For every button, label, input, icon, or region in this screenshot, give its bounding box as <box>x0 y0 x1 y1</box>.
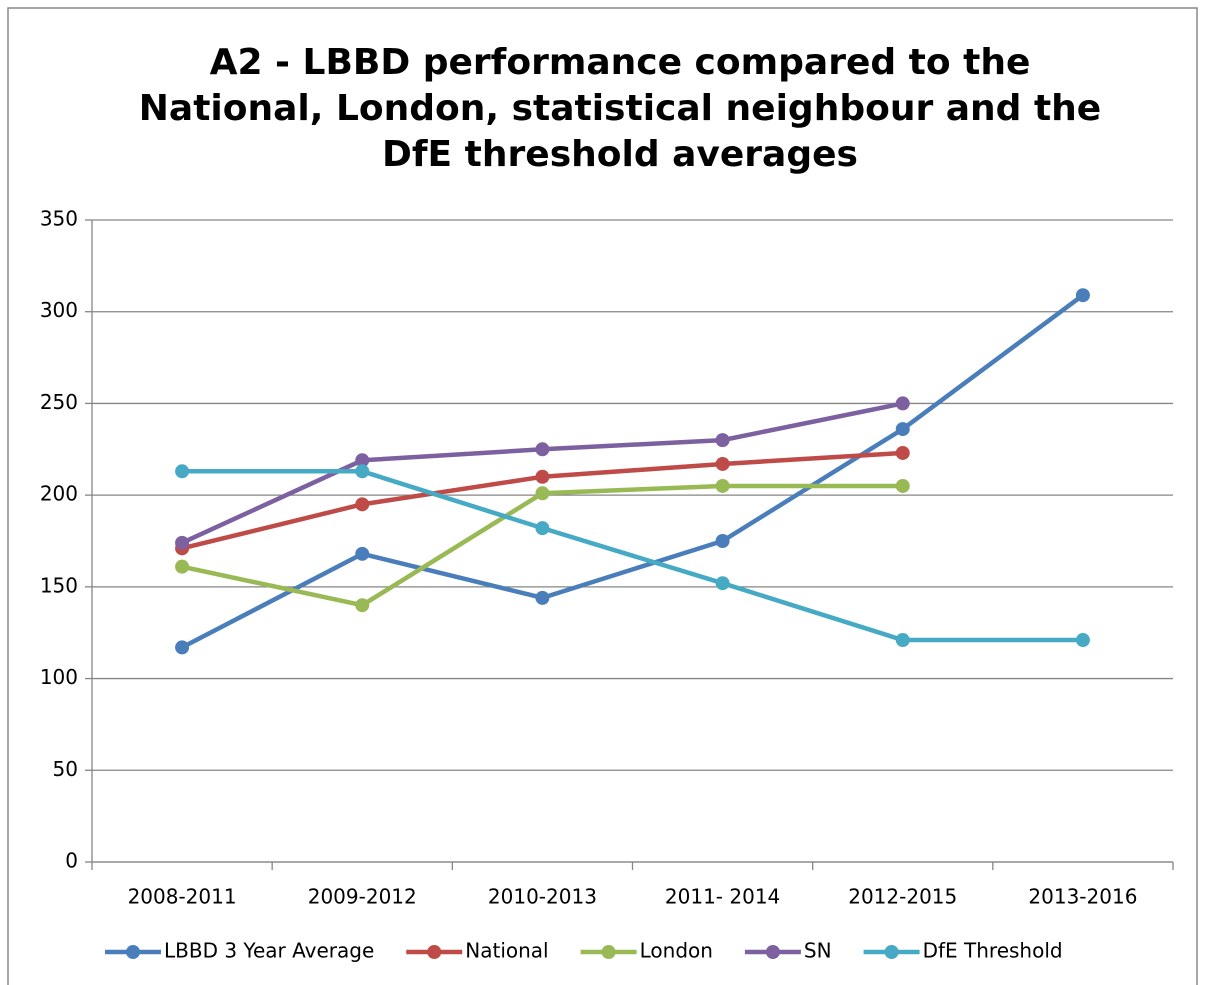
data-point <box>715 433 730 448</box>
data-point <box>535 590 550 605</box>
legend-marker <box>427 945 442 959</box>
data-point <box>715 478 730 493</box>
data-point <box>355 546 370 561</box>
y-tick-label: 50 <box>53 757 78 781</box>
data-point <box>535 469 550 484</box>
x-tick-label: 2009-2012 <box>308 885 417 909</box>
data-point <box>895 445 910 460</box>
data-point <box>535 442 550 457</box>
legend-marker <box>601 945 616 959</box>
legend-marker <box>884 945 899 959</box>
data-point <box>715 534 730 548</box>
legend-label: DfE Threshold <box>923 939 1063 963</box>
data-point <box>535 521 550 536</box>
x-tick-label: 2013-2016 <box>1028 885 1137 909</box>
data-point <box>895 633 910 648</box>
legend-label: National <box>465 939 548 963</box>
legend-marker <box>126 945 140 959</box>
data-point <box>715 576 730 591</box>
data-point <box>535 486 550 501</box>
chart-title: A2 - LBBD performance compared to the Na… <box>138 42 1102 175</box>
data-point <box>715 456 730 471</box>
series-line <box>182 469 1083 643</box>
data-point <box>895 478 910 493</box>
x-tick-label: 2010-2013 <box>488 885 597 909</box>
data-point <box>175 535 190 550</box>
data-point <box>355 453 370 468</box>
data-point <box>175 559 190 574</box>
data-point <box>175 464 190 479</box>
chart-border <box>7 7 1198 985</box>
data-point <box>355 497 370 512</box>
y-tick-label: 250 <box>40 390 78 414</box>
data-point <box>1075 288 1090 303</box>
x-tick-label: 2011- 2014 <box>665 885 780 909</box>
data-point <box>895 422 910 437</box>
y-tick-label: 150 <box>40 573 78 597</box>
data-point <box>895 396 910 411</box>
legend-label: SN <box>804 939 832 963</box>
y-tick-label: 200 <box>40 482 78 506</box>
data-point <box>175 640 190 655</box>
data-point <box>1075 633 1090 648</box>
legend-label: LBBD 3 Year Average <box>164 939 374 963</box>
x-tick-label: 2008-2011 <box>128 885 237 909</box>
data-point <box>355 464 370 479</box>
data-point <box>355 598 370 613</box>
y-tick-label: 0 <box>65 849 78 873</box>
y-tick-label: 100 <box>40 665 78 689</box>
y-tick-label: 350 <box>40 207 78 231</box>
series-line <box>181 293 1085 650</box>
legend-marker <box>765 945 780 959</box>
x-tick-label: 2012-2015 <box>848 885 957 909</box>
legend-label: London <box>640 939 713 963</box>
y-tick-label: 300 <box>40 298 78 322</box>
